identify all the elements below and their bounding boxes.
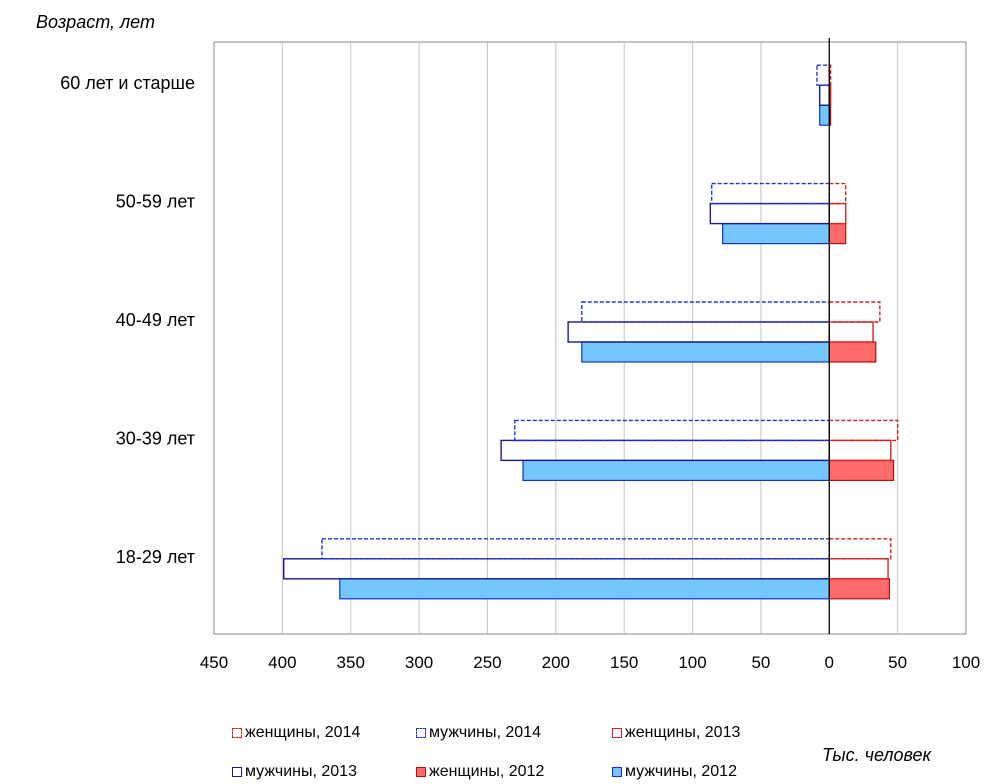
legend-swatch [232, 767, 242, 777]
bar-women-2012 [828, 341, 877, 363]
bar-women-2014 [828, 301, 881, 323]
legend-item-women-2013: женщины, 2013 [612, 724, 740, 742]
category-label: 50-59 лет [116, 192, 195, 212]
x-tick-label: 150 [610, 653, 638, 672]
bar-men-2012 [339, 578, 830, 600]
bar-men-2012 [581, 341, 830, 363]
legend-item-men-2012: мужчины, 2012 [612, 763, 737, 781]
x-tick-label: 100 [952, 653, 980, 672]
bar-men-2012 [819, 104, 830, 126]
legend-label: мужчины, 2012 [625, 763, 737, 780]
legend-swatch [612, 767, 622, 777]
bar-women-2014 [828, 419, 899, 442]
legend-swatch [416, 767, 426, 777]
x-tick-label: 50 [888, 653, 907, 672]
legend-label: женщины, 2014 [245, 724, 361, 741]
category-label: 40-49 лет [116, 310, 195, 330]
x-tick-label: 400 [268, 653, 296, 672]
y-axis-title: Возраст, лет [36, 12, 155, 32]
legend-item-women-2014: женщины, 2014 [232, 724, 360, 742]
legend-swatch [232, 728, 242, 738]
legend-label: мужчины, 2014 [429, 724, 541, 741]
legend-item-women-2012: женщины, 2012 [416, 763, 544, 781]
legend-label: мужчины, 2013 [245, 763, 357, 780]
x-tick-label: 200 [542, 653, 570, 672]
bar-men-2014 [581, 301, 830, 323]
bar-men-2012 [722, 223, 830, 245]
x-tick-label: 250 [473, 653, 501, 672]
category-label: 30-39 лет [116, 428, 195, 448]
category-label: 60 лет и старше [60, 73, 195, 93]
x-tick-label: 50 [751, 653, 770, 672]
bar-men-2012 [522, 459, 830, 481]
x-tick-label: 450 [200, 653, 228, 672]
x-tick-label: 100 [678, 653, 706, 672]
legend-item-men-2013: мужчины, 2013 [232, 763, 357, 781]
bar-women-2012 [828, 223, 847, 245]
plot-area [213, 41, 967, 635]
bar-men-2014 [816, 64, 830, 86]
legend-label: женщины, 2013 [625, 724, 741, 741]
legend-label: женщины, 2012 [429, 763, 545, 780]
bar-women-2012 [828, 578, 891, 600]
x-axis-title: Тыс. человек [822, 745, 932, 765]
bar-women-2012 [828, 459, 895, 481]
x-tick-label: 0 [825, 653, 834, 672]
x-tick-label: 350 [337, 653, 365, 672]
legend-item-men-2014: мужчины, 2014 [416, 724, 541, 742]
legend-swatch [416, 728, 426, 738]
legend-swatch [612, 728, 622, 738]
category-label: 18-29 лет [116, 547, 195, 567]
x-tick-label: 300 [405, 653, 433, 672]
